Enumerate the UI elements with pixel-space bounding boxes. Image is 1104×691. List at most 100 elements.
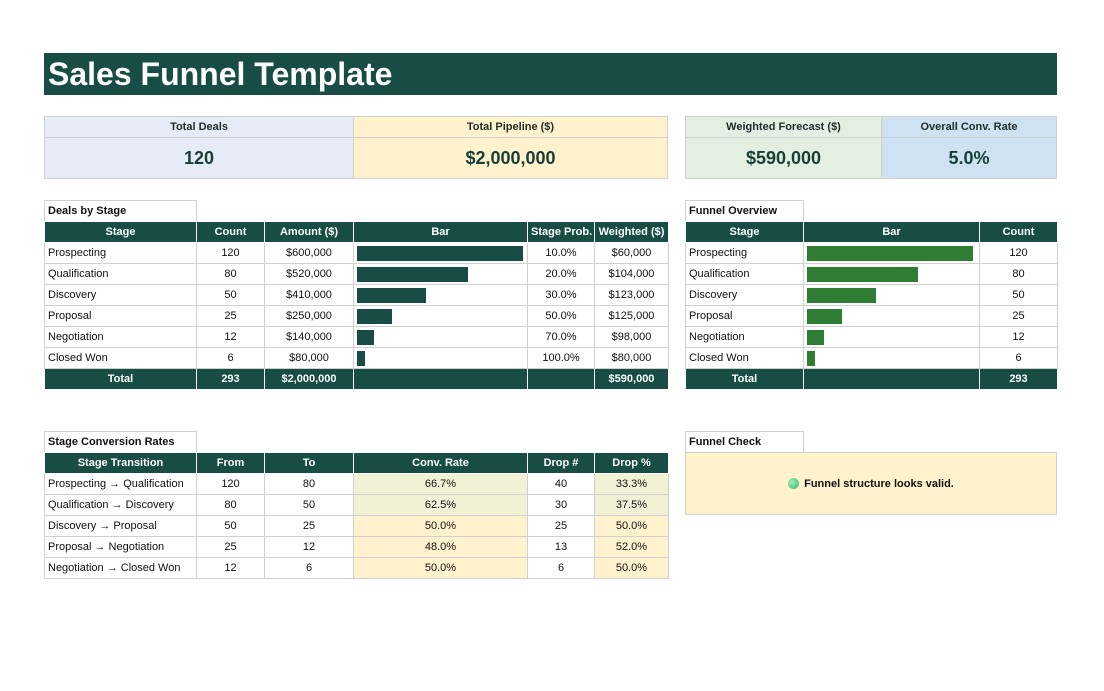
bar-cell	[353, 347, 528, 369]
kpi-label: Weighted Forecast ($)	[686, 117, 881, 138]
table-row: Proposal → Negotiation 25 12 48.0% 13 52.0%	[44, 536, 669, 558]
from-cell: 25	[196, 536, 265, 558]
column-header: Count	[979, 221, 1058, 243]
transition-cell: Prospecting → Qualification	[44, 473, 197, 495]
count-cell: 12	[196, 326, 265, 348]
count-cell: 50	[196, 284, 265, 306]
weighted-cell: $125,000	[594, 305, 669, 327]
to-cell: 6	[264, 557, 354, 579]
table-row: Prospecting 120 $600,000 10.0% $60,000	[44, 242, 669, 264]
stage-cell: Proposal	[685, 305, 804, 327]
total-cell	[527, 368, 595, 390]
prob-cell: 30.0%	[527, 284, 595, 306]
section-title-funnel-check: Funnel Check	[685, 431, 804, 452]
total-row: Total 293	[685, 368, 1058, 390]
table-row: Discovery 50	[685, 284, 1058, 306]
count-cell: 80	[196, 263, 265, 285]
column-header: Count	[196, 221, 265, 243]
drop-count-cell: 13	[527, 536, 595, 558]
column-header: Stage	[685, 221, 804, 243]
table-row: Closed Won 6	[685, 347, 1058, 369]
column-header: Drop #	[527, 452, 595, 474]
count-cell: 25	[196, 305, 265, 327]
transition-cell: Qualification → Discovery	[44, 494, 197, 516]
stage-cell: Negotiation	[44, 326, 197, 348]
column-header: Drop %	[594, 452, 669, 474]
bar-cell	[803, 347, 980, 369]
bar-cell	[353, 326, 528, 348]
bar	[807, 267, 918, 282]
to-cell: 12	[264, 536, 354, 558]
stage-cell: Discovery	[685, 284, 804, 306]
total-row: Total 293 $2,000,000 $590,000	[44, 368, 669, 390]
column-header: Weighted ($)	[594, 221, 669, 243]
bar	[357, 246, 523, 261]
bar	[357, 351, 366, 366]
amount-cell: $410,000	[264, 284, 354, 306]
bar-cell	[803, 263, 980, 285]
total-cell: 293	[196, 368, 265, 390]
amount-cell: $140,000	[264, 326, 354, 348]
stage-cell: Qualification	[685, 263, 804, 285]
amount-cell: $520,000	[264, 263, 354, 285]
table-row: Negotiation 12	[685, 326, 1058, 348]
bar-cell	[803, 284, 980, 306]
conv-rate-cell: 66.7%	[353, 473, 528, 495]
total-cell: Total	[44, 368, 197, 390]
table-row: Negotiation → Closed Won 12 6 50.0% 6 50.0%	[44, 557, 669, 579]
deals-by-stage-table: Stage Count Amount ($) Bar Stage Prob. Weight…	[44, 221, 669, 390]
prob-cell: 70.0%	[527, 326, 595, 348]
kpi-value: 120	[183, 148, 215, 168]
weighted-cell: $80,000	[594, 347, 669, 369]
transition-cell: Proposal → Negotiation	[44, 536, 197, 558]
drop-pct-cell: 33.3%	[594, 473, 669, 495]
transition-cell: Negotiation → Closed Won	[44, 557, 197, 579]
bar-cell	[353, 263, 528, 285]
stage-cell: Prospecting	[685, 242, 804, 264]
table-row: Qualification → Discovery 80 50 62.5% 30 37.5…	[44, 494, 669, 516]
weighted-cell: $98,000	[594, 326, 669, 348]
column-header: Amount ($)	[264, 221, 354, 243]
count-cell: 25	[979, 305, 1058, 327]
weighted-cell: $123,000	[594, 284, 669, 306]
funnel-overview-table: Stage Bar Count Prospecting 120 Qualification…	[685, 221, 1058, 390]
table-row: Qualification 80	[685, 263, 1058, 285]
kpi-label: Total Pipeline ($)	[354, 117, 667, 138]
from-cell: 120	[196, 473, 265, 495]
count-cell: 80	[979, 263, 1058, 285]
kpi-label: Total Deals	[45, 117, 353, 138]
amount-cell: $600,000	[264, 242, 354, 264]
stage-cell: Closed Won	[685, 347, 804, 369]
column-header: Bar	[353, 221, 528, 243]
prob-cell: 50.0%	[527, 305, 595, 327]
kpi-total-deals: Total Deals 120	[44, 116, 354, 179]
green-circle-icon	[788, 478, 800, 489]
funnel-check-message: Funnel structure looks valid.	[804, 477, 954, 490]
column-header: From	[196, 452, 265, 474]
kpi-total-pipeline: Total Pipeline ($) $2,000,000	[353, 116, 668, 179]
kpi-overall-conv-rate: Overall Conv. Rate 5.0%	[881, 116, 1057, 179]
bar	[807, 351, 816, 366]
bar-cell	[353, 305, 528, 327]
weighted-cell: $104,000	[594, 263, 669, 285]
bar-cell	[353, 284, 528, 306]
to-cell: 25	[264, 515, 354, 537]
section-title-deals-by-stage: Deals by Stage	[44, 200, 197, 221]
column-header: To	[264, 452, 354, 474]
bar	[807, 246, 973, 261]
conv-rate-cell: 50.0%	[353, 557, 528, 579]
from-cell: 80	[196, 494, 265, 516]
section-title-funnel-overview: Funnel Overview	[685, 200, 804, 221]
drop-pct-cell: 37.5%	[594, 494, 669, 516]
conv-rate-cell: 50.0%	[353, 515, 528, 537]
kpi-label: Overall Conv. Rate	[882, 117, 1056, 138]
count-cell: 120	[196, 242, 265, 264]
bar	[807, 330, 824, 345]
column-header: Stage Prob.	[527, 221, 595, 243]
drop-pct-cell: 50.0%	[594, 557, 669, 579]
stage-cell: Prospecting	[44, 242, 197, 264]
table-row: Prospecting → Qualification 120 80 66.7% 40 3…	[44, 473, 669, 495]
table-row: Closed Won 6 $80,000 100.0% $80,000	[44, 347, 669, 369]
to-cell: 50	[264, 494, 354, 516]
total-cell	[803, 368, 980, 390]
